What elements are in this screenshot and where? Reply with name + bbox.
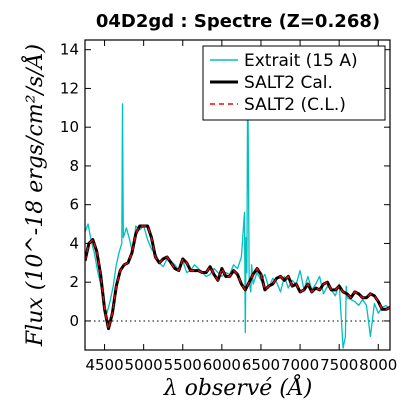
y-tick-label: 6 [69, 196, 79, 214]
legend-box [202, 45, 386, 121]
y-tick-label: 2 [69, 273, 79, 291]
legend: Extrait (15 A) SALT2 Cal. SALT2 (C.L.) [202, 45, 386, 121]
plot-frame [84, 39, 391, 351]
legend-label-salt2-cl: SALT2 (C.L.) [244, 95, 346, 115]
y-tick-label: 14 [60, 41, 79, 59]
series-line-1 [85, 224, 390, 331]
x-tick-label: 6500 [242, 356, 280, 374]
x-tick-label: 7000 [281, 356, 319, 374]
x-tick-label: 5000 [125, 356, 163, 374]
x-tick-label: 6000 [203, 356, 241, 374]
x-tick-label: 5500 [164, 356, 202, 374]
legend-label-salt2-cal: SALT2 Cal. [244, 73, 333, 93]
y-tick-label: 0 [69, 312, 79, 330]
x-axis-label: λ observé (Å) [163, 373, 313, 400]
x-tick-label: 7500 [320, 356, 358, 374]
x-tick-label: 8000 [359, 356, 397, 374]
y-tick-label: 10 [60, 118, 79, 136]
x-tick-label: 4500 [85, 356, 123, 374]
y-tick-label: 8 [69, 157, 79, 175]
y-axis-label: Flux (10^-18 ergs/cm²/s/Å) [20, 44, 48, 347]
y-tick-label: 12 [60, 79, 79, 97]
legend-label-extrait: Extrait (15 A) [244, 51, 358, 71]
y-tick-label: 4 [69, 234, 79, 252]
chart-title: 04D2gd : Spectre (Z=0.268) [96, 11, 380, 32]
